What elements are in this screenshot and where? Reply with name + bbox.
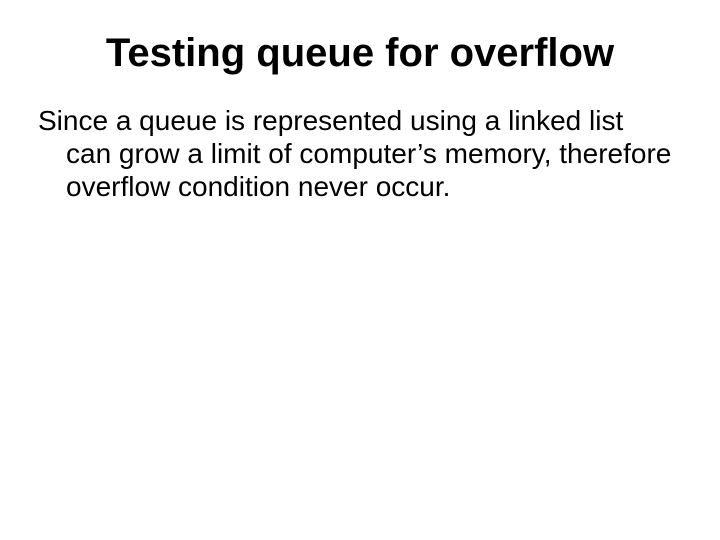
- slide-title: Testing queue for overflow: [36, 30, 684, 76]
- slide-body-text: Since a queue is represented using a lin…: [38, 104, 674, 203]
- slide-body: Since a queue is represented using a lin…: [36, 104, 684, 203]
- slide: Testing queue for overflow Since a queue…: [0, 0, 720, 540]
